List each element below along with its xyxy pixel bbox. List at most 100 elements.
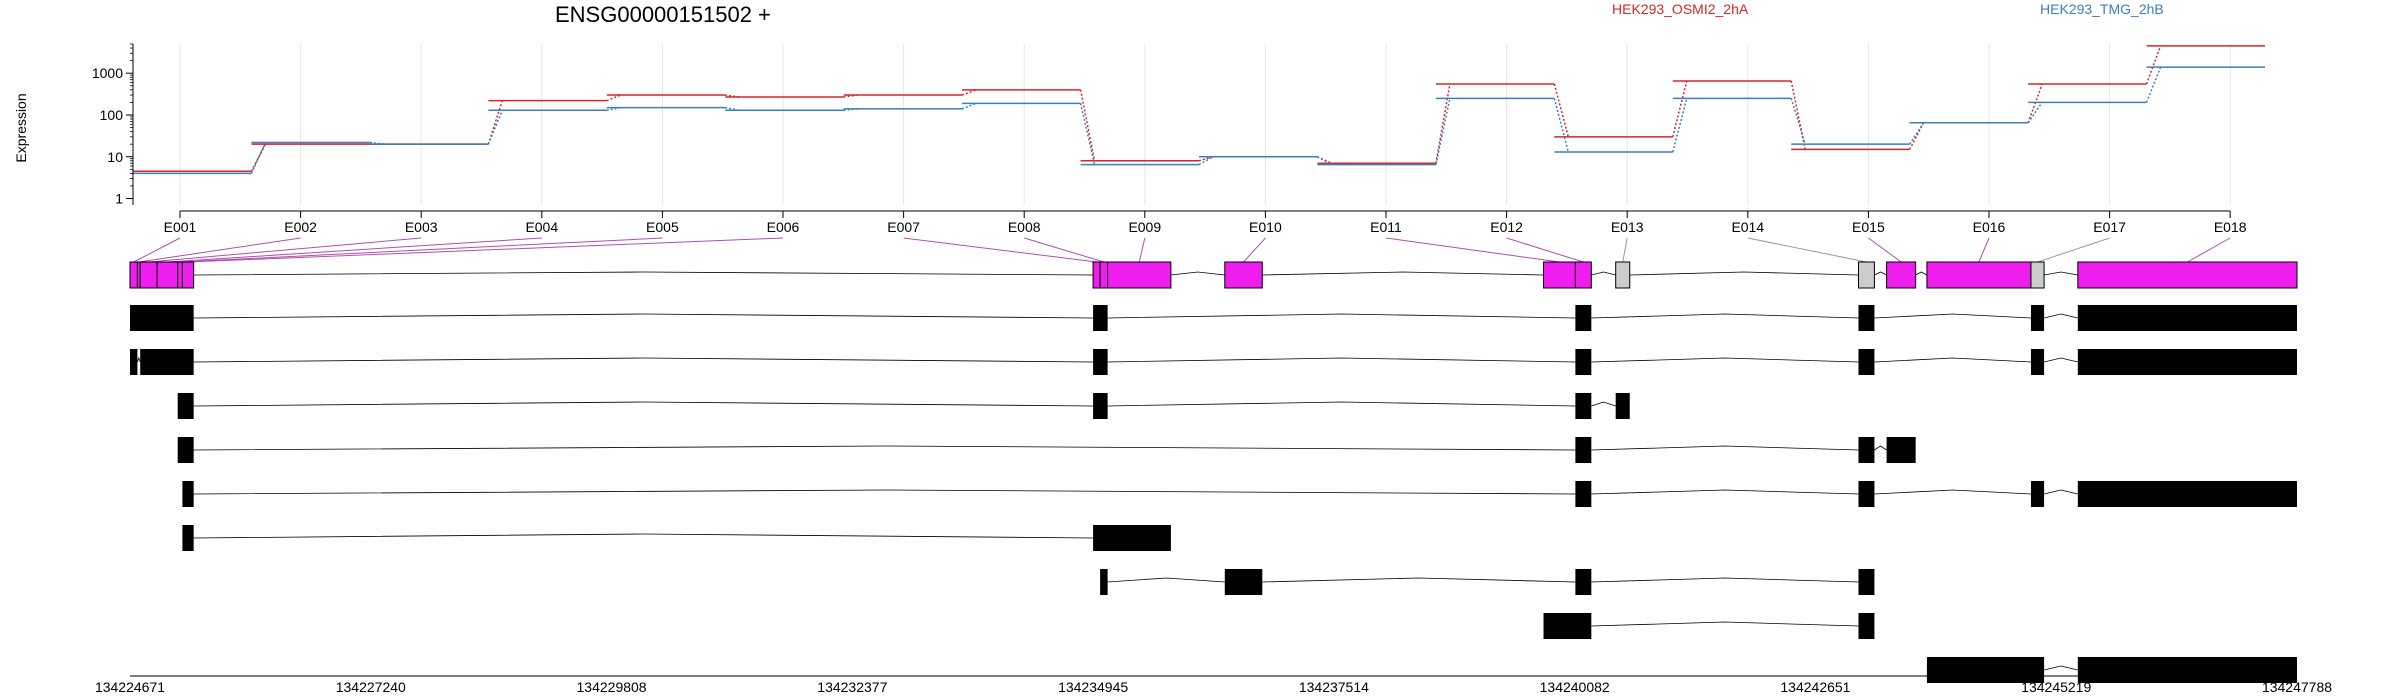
series-2-connector [250, 142, 267, 174]
transcript-2-exon-1 [130, 349, 138, 375]
x-tick-label-e001: E001 [164, 219, 197, 235]
transcript-5-intron-1 [193, 489, 1576, 495]
legend-entry-series-2: HEK293_TMG_2hB [2040, 1, 2164, 17]
transcript-1-exon-1 [130, 305, 194, 331]
x-tick-label-e009: E009 [1128, 219, 1161, 235]
genomic-tick-label-2: 134227240 [336, 679, 406, 695]
transcript-2-intron-2 [193, 357, 1094, 363]
transcript-3-exon-3 [1575, 393, 1592, 419]
transcript-5-exon-4 [2030, 481, 2045, 507]
bin-link-e002 [138, 237, 301, 263]
bin-link-e013 [1622, 237, 1628, 263]
transcript-2-exon-5 [1858, 349, 1875, 375]
transcript-1-intron-5 [2043, 313, 2078, 319]
transcript-6-exon-1 [182, 525, 194, 551]
x-tick-label-e010: E010 [1249, 219, 1282, 235]
transcript-4-exon-4 [1886, 437, 1916, 463]
genomic-tick-label-8: 134242651 [1780, 679, 1850, 695]
x-tick-label-e007: E007 [887, 219, 920, 235]
transcript-1-exon-3 [1575, 305, 1592, 331]
bin-track-intron [1629, 271, 1859, 276]
transcript-4-intron-2 [1591, 445, 1859, 451]
transcript-3-exon-4 [1615, 393, 1630, 419]
bin-link-e004 [167, 237, 542, 263]
series-2-connector [2145, 66, 2162, 103]
x-tick-label-e018: E018 [2214, 219, 2247, 235]
transcript-5-exon-3 [1858, 481, 1875, 507]
exon-bin-e017 [2030, 261, 2045, 289]
transcript-1-intron-3 [1591, 313, 1859, 319]
bin-link-e001 [133, 237, 181, 263]
series-2-connector [2027, 101, 2043, 124]
transcript-8-exon-1 [1543, 613, 1592, 639]
transcript-7-exon-3 [1575, 569, 1592, 595]
transcript-2-intron-6 [2043, 357, 2078, 363]
exon-bin-e012 [1574, 261, 1592, 289]
bin-track-intron [1262, 271, 1544, 276]
transcript-4-exon-1 [177, 437, 194, 463]
genomic-tick-label-5: 134234945 [1058, 679, 1128, 695]
exon-bin-e004 [156, 261, 179, 289]
bin-link-e009 [1138, 237, 1146, 263]
genomic-tick-label-7: 134240082 [1540, 679, 1610, 695]
transcript-4-intron-3 [1874, 445, 1887, 451]
bin-link-e018 [2187, 237, 2231, 263]
gridlines [179, 44, 2231, 205]
exon-bin-e003 [139, 261, 158, 289]
series-1-connector [1553, 83, 1570, 138]
exon-bin-e009 [1107, 261, 1172, 289]
series-2-connector [1553, 98, 1570, 153]
transcript-2-exon-4 [1575, 349, 1592, 375]
transcript-9-exon-2 [2077, 657, 2297, 683]
exon-bin-e005 [177, 261, 183, 289]
transcript-2-exon-6 [2030, 349, 2045, 375]
bin-track-intron [1915, 271, 1928, 276]
transcript-7-exon-4 [1858, 569, 1875, 595]
transcript-5-intron-3 [1874, 489, 2031, 495]
transcript-1-exon-2 [1093, 305, 1108, 331]
exon-bin-e007 [1092, 261, 1101, 289]
bin-link-e012 [1506, 237, 1584, 263]
x-tick-label-e005: E005 [646, 219, 679, 235]
bin-connectors [133, 237, 2231, 263]
y-tick-label-100: 100 [100, 107, 124, 123]
series-1-connector [1435, 83, 1451, 164]
bin-link-e016 [1978, 237, 1990, 263]
transcript-2-intron-5 [1874, 357, 2031, 363]
bin-link-e007 [903, 237, 1097, 263]
transcript-1-exon-5 [2030, 305, 2045, 331]
exon-bin-e018 [2077, 261, 2298, 289]
transcript-5-exon-1 [182, 481, 194, 507]
transcript-5-exon-5 [2077, 481, 2297, 507]
transcript-2-exon-3 [1093, 349, 1108, 375]
transcript-6-exon-2 [1093, 525, 1171, 551]
exon-bin-e006 [181, 261, 195, 289]
series-2-connector [1672, 98, 1688, 153]
exon-bin-track [129, 261, 2298, 289]
exon-bin-e014 [1857, 261, 1875, 289]
transcript-2-intron-4 [1591, 357, 1859, 363]
y-tick-label-1000: 1000 [92, 65, 123, 81]
series-1-connector [1672, 80, 1688, 138]
genomic-tick-label-3: 134229808 [577, 679, 647, 695]
exon-bin-e015 [1886, 261, 1917, 289]
genomic-tick-label-6: 134237514 [1299, 679, 1369, 695]
x-tick-label-e012: E012 [1490, 219, 1523, 235]
transcript-2-intron-1 [137, 356, 141, 363]
series-lines [133, 45, 2265, 175]
x-tick-label-e004: E004 [525, 219, 558, 235]
series-1-connector [2145, 45, 2162, 85]
transcript-1-exon-6 [2077, 305, 2297, 331]
genomic-tick-label-9: 134245219 [2021, 679, 2091, 695]
series-2-connector [1435, 98, 1451, 165]
series-1-connector [1790, 80, 1806, 150]
transcript-3-exon-2 [1093, 393, 1108, 419]
transcript-9-exon-1 [1926, 657, 2045, 683]
transcript-models [130, 305, 2297, 683]
bin-link-e015 [1868, 237, 1902, 263]
transcript-8-intron-1 [1591, 621, 1859, 627]
transcript-2-exon-2 [140, 349, 194, 375]
x-tick-label-e013: E013 [1611, 219, 1644, 235]
genomic-tick-label-4: 134232377 [817, 679, 887, 695]
